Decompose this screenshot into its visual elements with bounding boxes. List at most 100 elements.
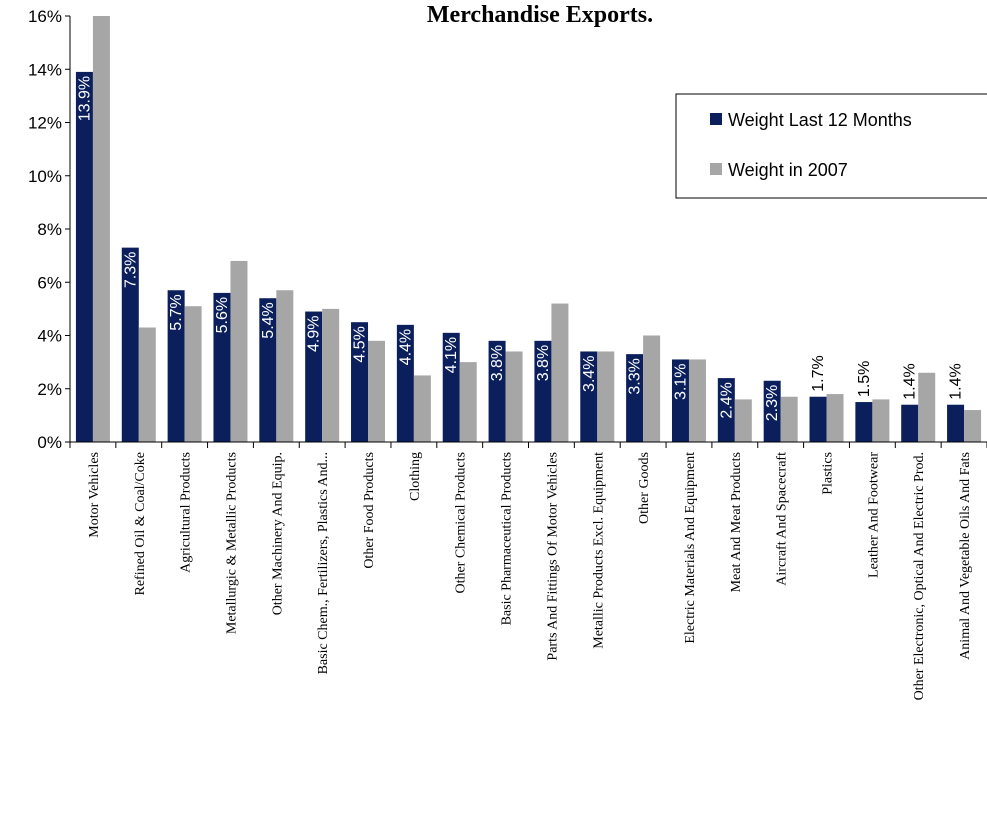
- y-axis: 0% 2% 4% 6% 8% 10% 12% 14% 16%: [28, 7, 71, 452]
- bar-weight-in-2007: [138, 327, 156, 442]
- bar-data-label: 7.3%: [122, 252, 139, 288]
- y-tick-label: 14%: [28, 60, 62, 79]
- bar-weight-last-12-months: [488, 340, 506, 442]
- bar-weight-last-12-months: [351, 322, 369, 442]
- bar-weight-in-2007: [276, 290, 294, 442]
- bar-data-label: 4.9%: [306, 316, 323, 352]
- bar-weight-in-2007: [368, 340, 386, 442]
- bar-data-label: 3.8%: [489, 345, 506, 381]
- legend-label-series-1: Weight Last 12 Months: [728, 110, 912, 130]
- bar-data-label: 1.4%: [948, 363, 965, 399]
- bar-data-label: 3.4%: [581, 355, 598, 391]
- legend-label-series-2: Weight in 2007: [728, 160, 848, 180]
- bar-weight-in-2007: [872, 399, 890, 442]
- bar-weight-last-12-months: [809, 396, 827, 442]
- bar-series-group: 13.9% 7.3% 5.7% 5.6% 5.4% 4.9% 4.5% 4.4% 4.1% 3.8…: [75, 16, 982, 442]
- bar-weight-in-2007: [551, 303, 569, 442]
- legend-swatch-series-1: [710, 113, 722, 125]
- bar-weight-last-12-months: [213, 292, 231, 442]
- y-tick-label: 6%: [37, 273, 62, 292]
- y-tick-label: 0%: [37, 433, 62, 452]
- x-tick-label: Other Food Products: [362, 452, 377, 569]
- bar-weight-last-12-months: [259, 298, 277, 442]
- legend: Weight Last 12 Months Weight in 2007: [675, 93, 987, 199]
- x-tick-label: Basic Pharmaceutical Products: [500, 452, 515, 625]
- bar-weight-last-12-months: [442, 332, 460, 442]
- bar-weight-last-12-months: [763, 380, 781, 442]
- bar-data-label: 4.1%: [443, 337, 460, 373]
- bar-weight-last-12-months: [167, 290, 185, 442]
- y-tick-label: 12%: [28, 114, 62, 133]
- bar-data-label: 3.1%: [672, 363, 689, 399]
- bar-weight-in-2007: [964, 410, 982, 442]
- bar-weight-last-12-months: [580, 351, 598, 442]
- bar-weight-last-12-months: [75, 71, 93, 442]
- legend-box: [675, 93, 987, 199]
- bar-weight-in-2007: [918, 372, 936, 442]
- bar-weight-in-2007: [92, 16, 110, 442]
- bar-data-label: 5.6%: [214, 297, 231, 333]
- bar-weight-in-2007: [505, 351, 523, 442]
- x-axis: Motor Vehicles Refined Oil & Coal/Coke Agr…: [69, 441, 987, 700]
- legend-swatch-series-2: [710, 163, 722, 175]
- bar-data-label: 1.7%: [810, 355, 827, 391]
- x-tick-label: Metallic Products Excl. Equipment: [591, 452, 606, 649]
- x-tick-label: Other Goods: [637, 452, 652, 524]
- bar-weight-last-12-months: [901, 404, 919, 442]
- y-tick-label: 8%: [37, 220, 62, 239]
- bar-weight-in-2007: [734, 399, 752, 442]
- bar-data-label: 13.9%: [76, 76, 93, 121]
- bar-data-label: 1.4%: [902, 363, 919, 399]
- y-tick-label: 2%: [37, 380, 62, 399]
- x-tick-label: Parts And Fittings Of Motor Vehicles: [545, 452, 560, 661]
- bar-weight-last-12-months: [855, 402, 873, 442]
- bar-data-label: 2.3%: [764, 385, 781, 421]
- bar-data-label: 5.4%: [260, 302, 277, 338]
- bar-data-label: 4.5%: [352, 326, 369, 362]
- bar-weight-last-12-months: [534, 340, 552, 442]
- bar-weight-in-2007: [322, 308, 340, 442]
- bar-data-label: 5.7%: [168, 294, 185, 330]
- x-tick-label: Basic Chem., Fertilizers, Plastics And..…: [316, 452, 331, 674]
- x-tick-label: Aircraft And Spacecraft: [775, 452, 790, 586]
- bar-weight-last-12-months: [717, 378, 735, 442]
- bar-weight-in-2007: [413, 375, 431, 442]
- x-tick-label: Meat And Meat Products: [729, 452, 744, 592]
- bar-weight-last-12-months: [305, 311, 323, 442]
- bar-weight-in-2007: [643, 335, 661, 442]
- y-tick-label: 10%: [28, 167, 62, 186]
- bar-weight-last-12-months: [396, 324, 414, 442]
- bar-weight-last-12-months: [947, 404, 965, 442]
- bar-data-label: 3.8%: [535, 345, 552, 381]
- x-tick-label: Animal And Vegetable Oils And Fats: [958, 452, 973, 660]
- y-tick-label: 4%: [37, 327, 62, 346]
- x-tick-label: Clothing: [408, 452, 423, 501]
- x-tick-label: Metallurgic & Metallic Products: [224, 452, 239, 634]
- bar-weight-in-2007: [780, 396, 798, 442]
- bar-weight-in-2007: [459, 362, 477, 442]
- bar-weight-in-2007: [688, 359, 706, 442]
- bar-data-label: 2.4%: [718, 382, 735, 418]
- bar-data-label: 1.5%: [856, 361, 873, 397]
- x-tick-label: Electric Materials And Equipment: [683, 452, 698, 644]
- x-tick-label: Plastics: [821, 452, 836, 495]
- x-tick-label: Motor Vehicles: [87, 452, 102, 538]
- bar-weight-last-12-months: [121, 247, 139, 442]
- x-tick-label: Other Chemical Products: [454, 452, 469, 594]
- bar-weight-in-2007: [184, 306, 202, 442]
- x-tick-label: Other Electronic, Optical And Electric P…: [912, 452, 927, 700]
- chart-title: Merchandise Exports.: [427, 2, 653, 28]
- x-tick-label: Agricultural Products: [179, 452, 194, 573]
- y-tick-label: 16%: [28, 7, 62, 26]
- x-tick-label: Other Machinery And Equip.: [270, 452, 285, 615]
- bar-weight-in-2007: [230, 260, 248, 442]
- bar-data-label: 3.3%: [627, 358, 644, 394]
- x-tick-label: Leather And Footwear: [866, 452, 881, 578]
- bar-data-label: 4.4%: [397, 329, 414, 365]
- x-tick-label: Refined Oil & Coal/Coke: [133, 452, 148, 595]
- bar-weight-last-12-months: [671, 359, 689, 442]
- bar-weight-last-12-months: [626, 354, 644, 442]
- bar-weight-in-2007: [597, 351, 615, 442]
